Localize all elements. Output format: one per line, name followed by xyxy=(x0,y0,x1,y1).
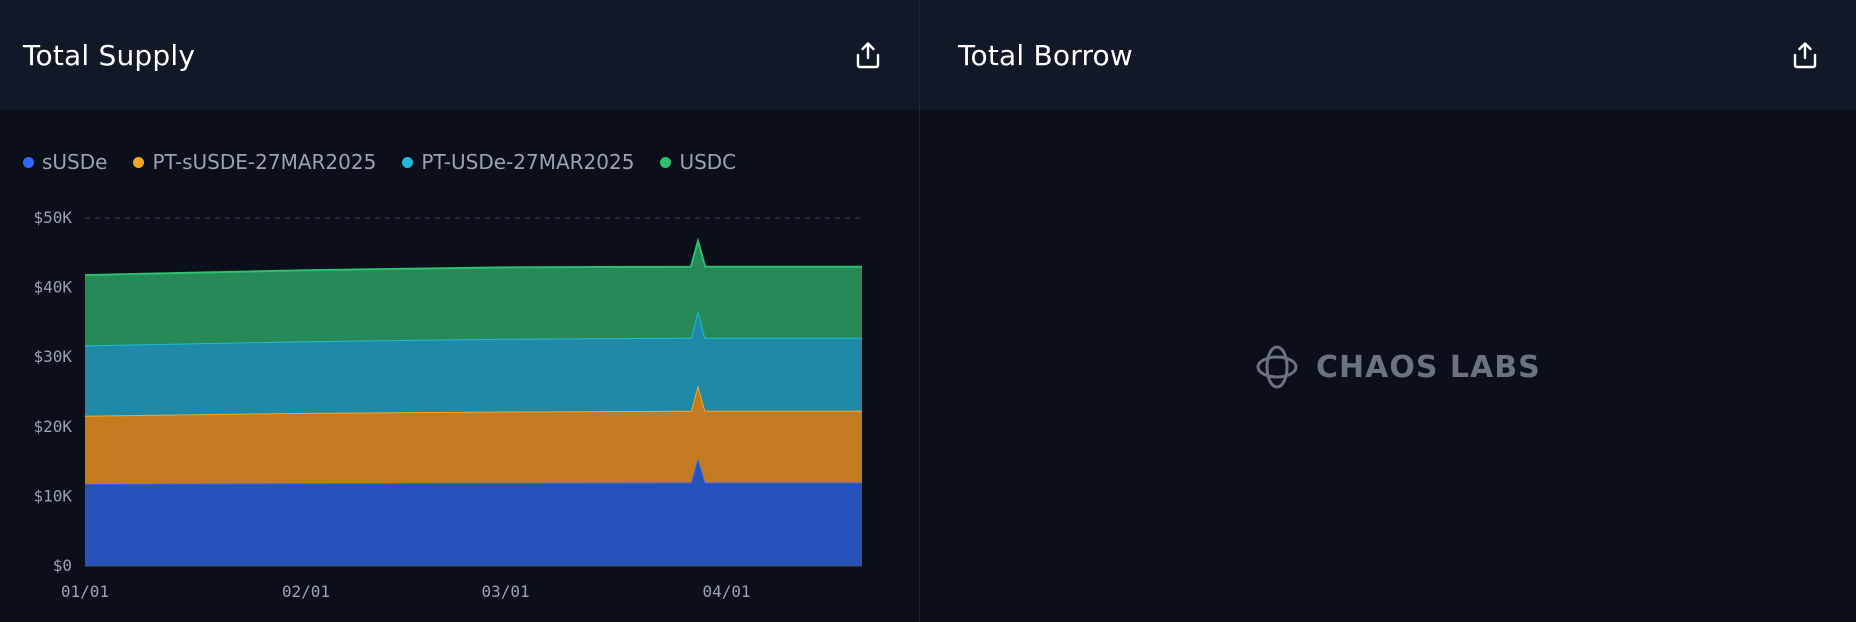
legend-item[interactable]: PT-USDe-27MAR2025 xyxy=(402,150,634,174)
area-series[interactable] xyxy=(85,310,862,416)
y-tick-label: $40K xyxy=(33,278,72,297)
total-borrow-title: Total Borrow xyxy=(958,38,1133,72)
area-series[interactable] xyxy=(85,458,862,566)
share-upload-icon[interactable] xyxy=(1788,38,1822,72)
share-upload-icon[interactable] xyxy=(851,38,885,72)
x-tick-label: 03/01 xyxy=(481,582,529,601)
chaos-labs-watermark-borrow: CHAOS LABS xyxy=(1252,342,1541,392)
series-line xyxy=(84,237,862,277)
total-supply-title: Total Supply xyxy=(23,38,196,72)
y-tick-label: $10K xyxy=(33,486,72,505)
x-tick-label: 01/01 xyxy=(61,582,109,601)
legend-label: PT-sUSDE-27MAR2025 xyxy=(152,150,377,174)
chart-legend: sUSDe PT-sUSDE-27MAR2025 PT-USDe-27MAR2025… xyxy=(23,150,736,174)
legend-dot xyxy=(133,156,145,168)
x-tick-label: 04/01 xyxy=(702,582,750,601)
y-tick-label: $0 xyxy=(53,556,72,575)
watermark-text: CHAOS LABS xyxy=(1316,349,1541,385)
legend-dot xyxy=(23,156,34,168)
area-series[interactable] xyxy=(85,241,862,346)
chaos-labs-logo-icon xyxy=(1256,345,1298,389)
legend-label: PT-USDe-27MAR2025 xyxy=(421,150,635,174)
legend-item[interactable]: PT-sUSDE-27MAR2025 xyxy=(133,150,376,174)
y-tick-label: $30K xyxy=(33,347,72,366)
legend-dot xyxy=(402,156,414,168)
y-tick-label: $20K xyxy=(33,417,72,436)
total-supply-header: Total Supply xyxy=(0,0,919,110)
legend-label: sUSDe xyxy=(42,150,108,174)
total-supply-panel: Total Supply sUSDe PT-sUSDE-27MAR2025 PT-U… xyxy=(0,0,920,622)
total-borrow-header: Total Borrow xyxy=(920,0,1856,110)
x-tick-label: 02/01 xyxy=(282,582,330,601)
legend-label: USDC xyxy=(679,150,737,174)
total-supply-chart: $0 $10K $20K $30K $40K $50K 01/01 02/01 03/01 04/… xyxy=(33,208,862,601)
total-borrow-panel: Total Borrow xyxy=(920,0,1856,622)
legend-dot xyxy=(660,156,672,168)
y-tick-label: $50K xyxy=(33,208,72,227)
area-series[interactable] xyxy=(85,385,862,484)
legend-item[interactable]: sUSDe xyxy=(23,150,107,174)
legend-item[interactable]: USDC xyxy=(660,150,736,174)
